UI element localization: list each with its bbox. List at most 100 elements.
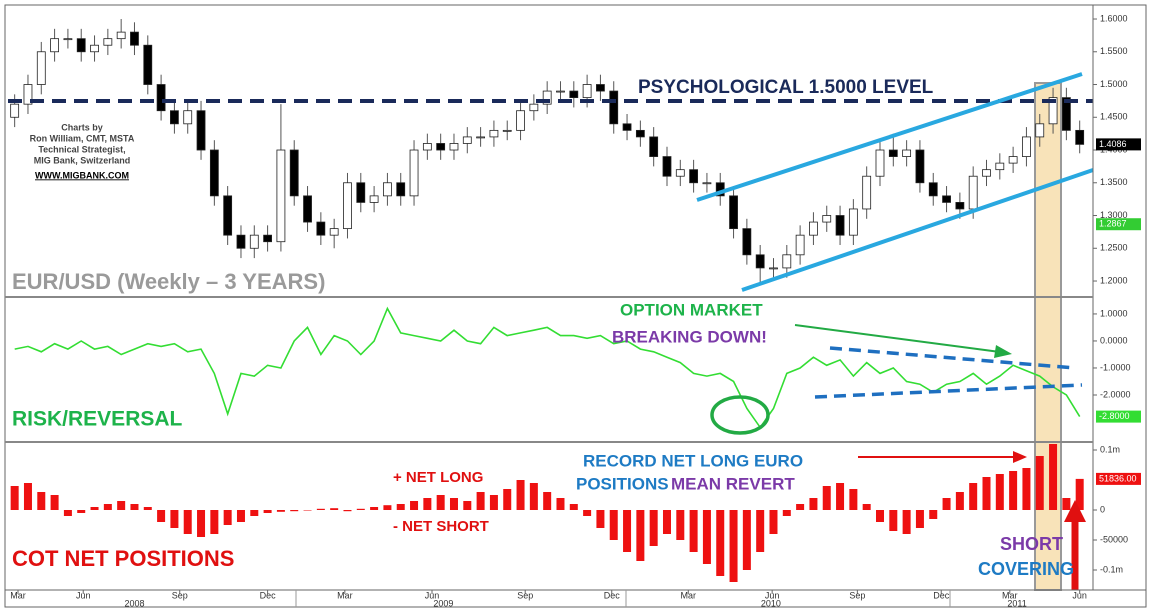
bar	[63, 510, 72, 517]
x-tick-label: Jun	[1072, 590, 1087, 600]
bar	[223, 510, 232, 526]
y-tick-label: 1.2500	[1100, 243, 1128, 253]
candle-body	[596, 84, 605, 92]
candle-body	[782, 254, 792, 269]
bar	[702, 510, 711, 565]
candle-body	[995, 162, 1005, 171]
candle-body	[569, 90, 579, 99]
candle-body	[10, 103, 20, 118]
annotation: MEAN REVERT	[671, 474, 795, 493]
bar	[516, 480, 525, 511]
value-label: 1.2867	[1099, 219, 1127, 229]
candle-body	[848, 208, 858, 236]
bar	[476, 492, 485, 511]
candle-body	[689, 169, 699, 184]
option-arrowhead	[994, 345, 1012, 358]
bar	[569, 504, 578, 511]
annotation: OPTION MARKET	[620, 300, 763, 319]
candle-body	[609, 90, 619, 125]
bar	[330, 508, 339, 511]
bar	[849, 489, 858, 511]
annotation: - NET SHORT	[393, 518, 489, 535]
bar	[1035, 456, 1044, 511]
candle-body	[1008, 156, 1018, 164]
candle-body	[409, 149, 419, 197]
bar	[1062, 498, 1071, 511]
candle-body	[76, 38, 86, 53]
candle-body	[902, 149, 912, 157]
candle-body	[662, 156, 672, 177]
rr-trend-lower	[814, 383, 1083, 399]
line-series	[14, 306, 1081, 429]
candle-body	[316, 221, 326, 236]
candle-body	[809, 221, 818, 236]
bar	[1022, 468, 1031, 511]
y-tick-label: 0.0000	[1100, 335, 1128, 345]
candle-body	[968, 175, 978, 210]
candle-body	[369, 195, 379, 203]
candle-body	[236, 234, 246, 249]
annotation: BREAKING DOWN!	[612, 327, 767, 346]
bar	[396, 504, 405, 511]
bar	[955, 492, 964, 511]
y-tick-label: 1.5500	[1100, 46, 1128, 56]
annotation: SHORT	[1000, 534, 1063, 554]
credit-link: WWW.MIGBANK.COM	[35, 170, 129, 180]
x-tick-label: Sep	[849, 590, 865, 600]
x-tick-label: Sep	[172, 590, 188, 600]
year-label: 2008	[124, 598, 144, 608]
annotation: COVERING	[978, 559, 1074, 579]
bar	[756, 510, 765, 553]
annotation: RECORD NET LONG EURO	[583, 451, 803, 470]
channel-lower	[741, 168, 1094, 292]
candle-body	[795, 234, 805, 256]
candle-body	[755, 254, 765, 269]
bar	[356, 508, 365, 511]
bar	[862, 504, 871, 511]
candle-body	[635, 129, 645, 138]
candle-body	[196, 110, 206, 151]
y-tick-label: -0.1m	[1100, 564, 1123, 574]
candle-body	[862, 175, 872, 210]
candle-body	[542, 90, 552, 105]
x-tick-label: Mar	[337, 590, 353, 600]
candle-body	[875, 149, 885, 177]
candle-body	[915, 149, 925, 184]
bar	[316, 508, 325, 511]
bar	[596, 510, 605, 529]
bar	[210, 510, 219, 535]
candle-body	[422, 143, 432, 151]
annotation: + NET LONG	[393, 469, 483, 486]
bar	[929, 510, 938, 520]
bar	[463, 501, 472, 511]
bar	[23, 483, 32, 511]
value-box	[1096, 218, 1141, 231]
bar	[90, 507, 99, 511]
candle-body	[835, 215, 845, 236]
x-tick-label: Jun	[765, 590, 780, 600]
rr-trend-upper	[829, 346, 1076, 370]
bar	[410, 501, 419, 511]
candle-body	[63, 38, 73, 41]
bar	[117, 501, 126, 511]
bar	[529, 483, 538, 511]
candle-body	[1048, 97, 1058, 125]
candle-body	[462, 136, 472, 144]
candle-body	[209, 149, 219, 197]
y-tick-label: -2.0000	[1100, 389, 1131, 399]
candle-body	[223, 195, 233, 236]
candle-body	[582, 84, 592, 99]
bar	[809, 498, 818, 511]
candle-body	[263, 234, 273, 243]
x-tick-label: Mar	[1002, 590, 1018, 600]
year-label: 2011	[1007, 598, 1026, 608]
y-tick-label: 1.5000	[1100, 79, 1128, 89]
x-tick-label: Sep	[517, 590, 533, 600]
annotation: POSITIONS	[576, 474, 669, 493]
bar	[50, 495, 59, 511]
x-tick-label: Dec	[933, 590, 950, 600]
value-label: 1.4086	[1099, 139, 1127, 149]
bar	[449, 498, 458, 511]
y-tick-label: -1.0000	[1100, 362, 1131, 372]
bar	[370, 507, 379, 511]
